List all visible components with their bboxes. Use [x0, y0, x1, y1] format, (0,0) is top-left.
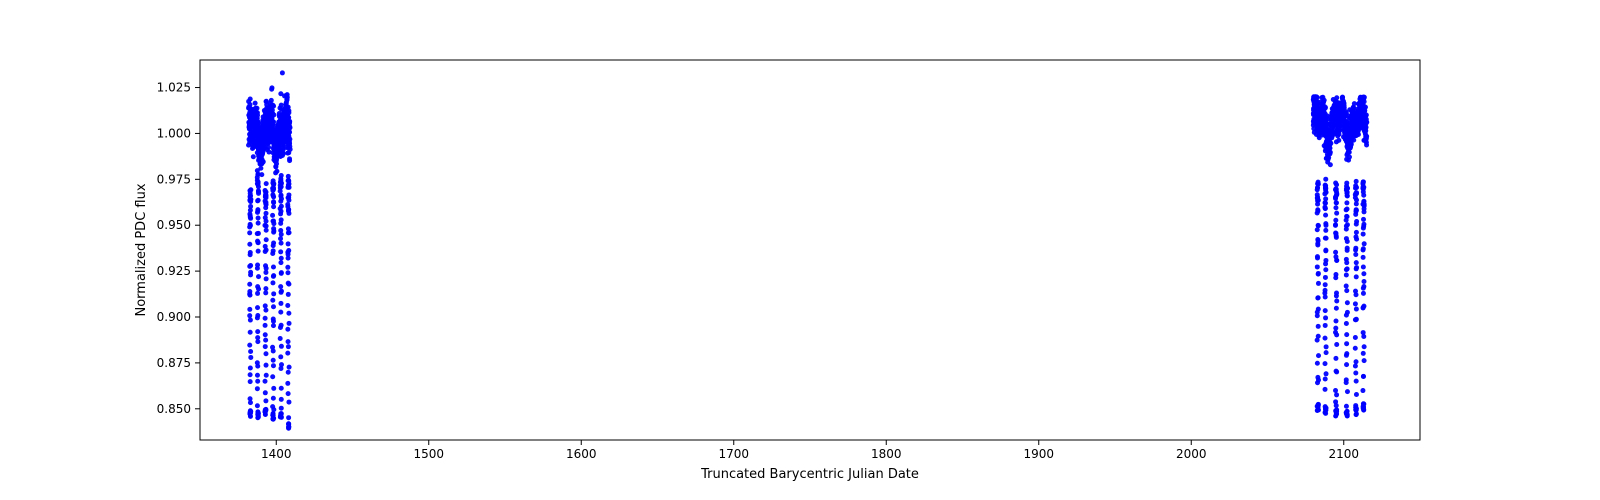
x-axis-label: Truncated Barycentric Julian Date: [700, 467, 919, 482]
x-tick-label: 1400: [261, 447, 292, 461]
y-axis-label: Normalized PDC flux: [134, 183, 149, 316]
x-tick-label: 1600: [566, 447, 597, 461]
y-tick-label: 0.925: [157, 264, 191, 278]
x-tick-label: 1700: [718, 447, 749, 461]
x-tick-label: 2000: [1176, 447, 1207, 461]
x-tick-label: 1900: [1023, 447, 1054, 461]
y-tick-label: 1.025: [157, 81, 191, 95]
y-tick-label: 1.000: [157, 126, 191, 140]
y-tick-label: 0.950: [157, 218, 191, 232]
chart-svg: 1400 1500 1600 1700 1800 1900 2000 2100 0.850 0.8…: [0, 0, 1600, 500]
y-tick-label: 0.975: [157, 172, 191, 186]
lightcurve-chart: 1400 1500 1600 1700 1800 1900 2000 2100 0.850 0.8…: [0, 0, 1600, 500]
x-tick-label: 2100: [1328, 447, 1359, 461]
x-tick-label: 1500: [413, 447, 444, 461]
x-tick-label: 1800: [871, 447, 902, 461]
y-tick-label: 0.875: [157, 356, 191, 370]
y-tick-label: 0.900: [157, 310, 191, 324]
y-tick-label: 0.850: [157, 402, 191, 416]
